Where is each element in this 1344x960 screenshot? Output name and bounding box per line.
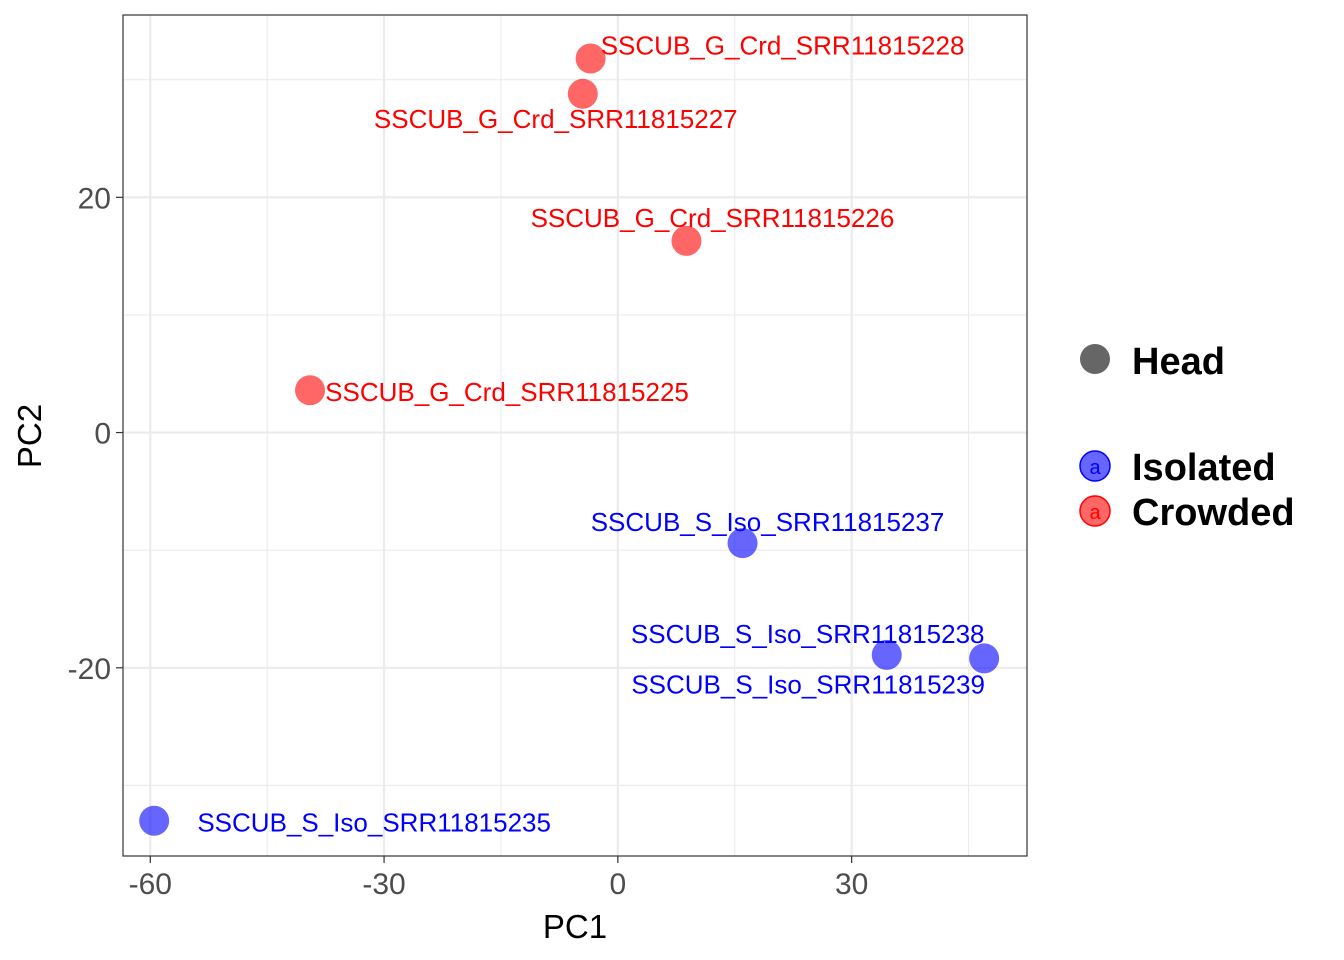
y-axis-ticks: -20 0 20 — [68, 182, 123, 686]
legend-crowded-key-glyph: a — [1089, 502, 1101, 524]
legend: Head a Isolated a Crowded — [1079, 341, 1295, 534]
point-label: SSCUB_G_Crd_SRR11815228 — [601, 31, 965, 61]
legend-crowded-label: Crowded — [1132, 492, 1295, 534]
y-tick-label: 20 — [78, 182, 111, 215]
legend-head-key — [1080, 344, 1110, 374]
panel-border — [122, 14, 1028, 857]
data-points — [139, 43, 1000, 836]
point-label: SSCUB_S_Iso_SRR11815237 — [591, 507, 945, 537]
minor-gridlines — [123, 15, 1027, 856]
legend-isolated-key-glyph: a — [1089, 457, 1101, 479]
crowded-point — [575, 43, 606, 74]
x-tick-label: 0 — [610, 868, 627, 901]
point-label: SSCUB_G_Crd_SRR11815226 — [531, 203, 895, 233]
isolated-point — [139, 805, 170, 836]
crowded-point — [671, 225, 702, 256]
point-labels: SSCUB_G_Crd_SRR11815228 SSCUB_G_Crd_SRR11… — [197, 31, 985, 838]
y-tick-label: 0 — [94, 418, 111, 451]
point-label: SSCUB_S_Iso_SRR11815235 — [197, 808, 551, 838]
legend-isolated-key — [1079, 450, 1111, 482]
isolated-point — [871, 639, 902, 670]
x-axis-ticks: -60 -30 0 30 — [129, 856, 868, 901]
point-label: SSCUB_S_Iso_SRR11815239 — [631, 669, 985, 699]
y-tick-label: -20 — [68, 653, 111, 686]
x-tick-label: -60 — [129, 868, 172, 901]
point-label: SSCUB_G_Crd_SRR11815225 — [325, 377, 689, 407]
x-axis-title: PC1 — [543, 908, 607, 945]
isolated-point — [969, 643, 1000, 674]
crowded-point — [295, 375, 326, 406]
legend-crowded-key — [1079, 495, 1111, 527]
point-label: SSCUB_G_Crd_SRR11815227 — [374, 104, 738, 134]
legend-head-label: Head — [1132, 341, 1225, 383]
point-label: SSCUB_S_Iso_SRR11815238 — [631, 619, 985, 649]
isolated-point — [727, 528, 758, 559]
crowded-point — [567, 78, 598, 109]
x-tick-label: -30 — [362, 868, 405, 901]
legend-isolated-label: Isolated — [1132, 447, 1276, 489]
y-axis-title: PC2 — [11, 404, 48, 468]
major-gridlines — [123, 15, 1027, 856]
x-tick-label: 30 — [835, 868, 868, 901]
